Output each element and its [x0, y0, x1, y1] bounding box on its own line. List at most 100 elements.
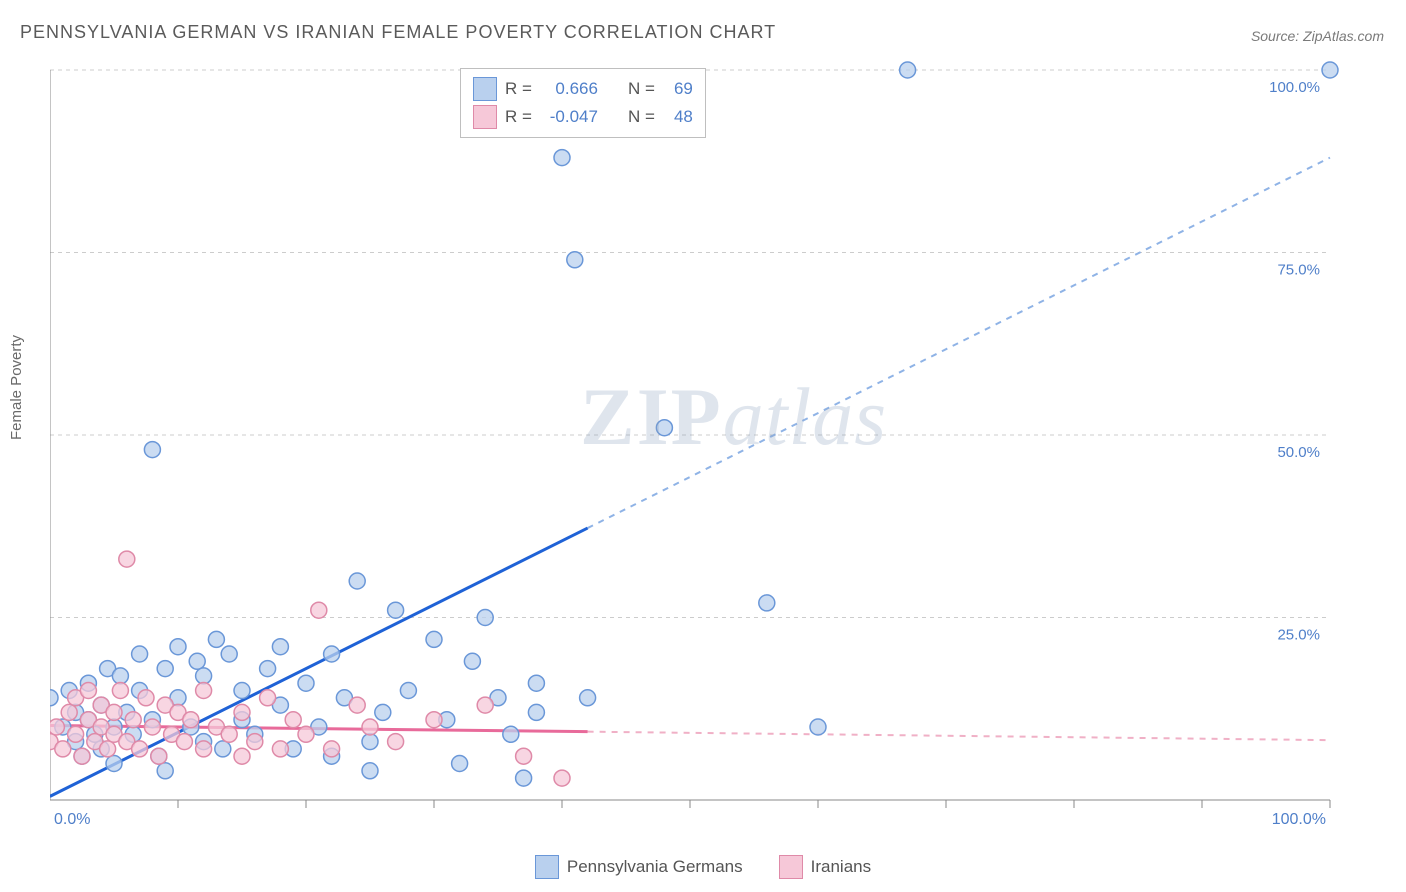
data-point	[388, 734, 404, 750]
data-point	[234, 704, 250, 720]
data-point	[260, 690, 276, 706]
data-point	[247, 734, 263, 750]
data-point	[106, 756, 122, 772]
stat-row: R = -0.047 N = 48	[473, 103, 693, 131]
chart-svg: 25.0% 50.0% 75.0% 100.0% 0.0% 100.0%	[50, 60, 1380, 830]
data-point	[528, 704, 544, 720]
legend-label: Pennsylvania Germans	[567, 857, 743, 877]
source-label: Source: ZipAtlas.com	[1251, 28, 1384, 44]
legend-item: Iranians	[779, 855, 871, 879]
data-point	[157, 763, 173, 779]
data-point	[50, 719, 64, 735]
data-point	[311, 602, 327, 618]
data-point	[50, 690, 58, 706]
data-point	[189, 653, 205, 669]
data-point	[170, 639, 186, 655]
data-point	[362, 763, 378, 779]
series-legend: Pennsylvania Germans Iranians	[0, 855, 1406, 884]
r-label: R =	[505, 107, 532, 127]
n-value: 69	[663, 79, 693, 99]
legend-label: Iranians	[811, 857, 871, 877]
data-point	[144, 442, 160, 458]
data-point	[375, 704, 391, 720]
data-point	[55, 741, 71, 757]
data-point	[298, 726, 314, 742]
y-tick-label: 100.0%	[1269, 79, 1320, 96]
data-point	[900, 62, 916, 78]
legend-swatch	[535, 855, 559, 879]
data-point	[477, 610, 493, 626]
data-point	[196, 668, 212, 684]
legend-swatch	[779, 855, 803, 879]
n-value: 48	[663, 107, 693, 127]
data-point	[112, 668, 128, 684]
data-point	[234, 748, 250, 764]
data-point	[452, 756, 468, 772]
data-point	[272, 639, 288, 655]
data-point	[362, 734, 378, 750]
data-point	[464, 653, 480, 669]
data-point	[183, 712, 199, 728]
data-point	[516, 770, 532, 786]
data-point	[132, 741, 148, 757]
data-point	[68, 726, 84, 742]
data-point	[196, 683, 212, 699]
chart-title: PENNSYLVANIA GERMAN VS IRANIAN FEMALE PO…	[20, 22, 776, 43]
data-point	[285, 712, 301, 728]
data-point	[349, 573, 365, 589]
data-point	[221, 646, 237, 662]
data-point	[74, 748, 90, 764]
data-point	[221, 726, 237, 742]
n-label: N =	[628, 107, 655, 127]
data-point	[176, 734, 192, 750]
series-swatch	[473, 105, 497, 129]
r-value: 0.666	[540, 79, 598, 99]
data-point	[759, 595, 775, 611]
chart-plot-area: 25.0% 50.0% 75.0% 100.0% 0.0% 100.0%	[50, 60, 1380, 830]
x-max-label: 100.0%	[1272, 811, 1326, 828]
r-label: R =	[505, 79, 532, 99]
x-origin-label: 0.0%	[54, 811, 90, 828]
data-point	[132, 646, 148, 662]
data-point	[196, 741, 212, 757]
y-tick-label: 75.0%	[1277, 262, 1320, 279]
data-point	[516, 748, 532, 764]
data-point	[477, 697, 493, 713]
data-point	[151, 748, 167, 764]
stat-row: R =0.666N =69	[473, 75, 693, 103]
data-point	[234, 683, 250, 699]
y-tick-label: 25.0%	[1277, 627, 1320, 644]
data-point	[61, 704, 77, 720]
data-point	[528, 675, 544, 691]
r-value: -0.047	[540, 107, 598, 127]
data-point	[272, 741, 288, 757]
data-point	[426, 712, 442, 728]
data-point	[208, 631, 224, 647]
legend-item: Pennsylvania Germans	[535, 855, 743, 879]
data-point	[112, 683, 128, 699]
data-point	[554, 770, 570, 786]
data-point	[810, 719, 826, 735]
y-axis-label: Female Poverty	[8, 335, 25, 440]
data-point	[388, 602, 404, 618]
data-point	[324, 646, 340, 662]
data-point	[119, 551, 135, 567]
data-point	[554, 150, 570, 166]
data-point	[349, 697, 365, 713]
correlation-stats-box: R = 0.666 N = 69 R = -0.047 N = 48	[460, 68, 706, 138]
data-point	[400, 683, 416, 699]
data-point	[260, 661, 276, 677]
data-point	[144, 719, 160, 735]
data-point	[1322, 62, 1338, 78]
y-tick-label: 50.0%	[1277, 444, 1320, 461]
data-point	[298, 675, 314, 691]
data-point	[215, 741, 231, 757]
data-point	[138, 690, 154, 706]
data-point	[125, 712, 141, 728]
data-point	[580, 690, 596, 706]
data-point	[324, 741, 340, 757]
data-point	[362, 719, 378, 735]
data-point	[567, 252, 583, 268]
data-point	[656, 420, 672, 436]
data-point	[503, 726, 519, 742]
